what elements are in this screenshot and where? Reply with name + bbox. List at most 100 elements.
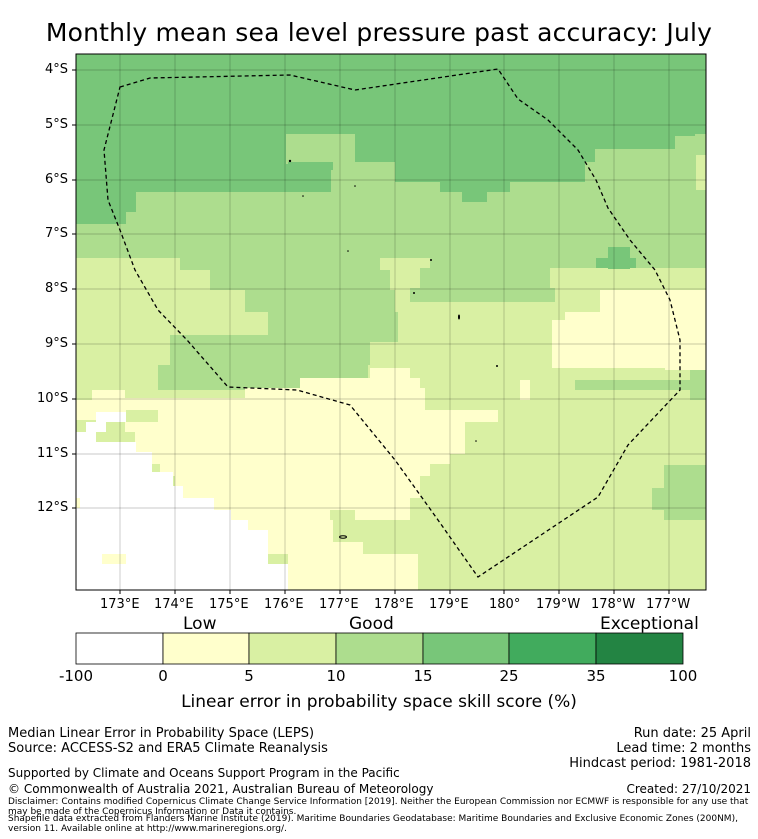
skill-cell bbox=[92, 390, 125, 400]
skill-cell bbox=[675, 124, 695, 136]
footer-disclaimer: Disclaimer: Contains modified Copernicus… bbox=[8, 797, 749, 817]
skill-cell bbox=[420, 268, 550, 288]
colorbar-box bbox=[162, 632, 250, 665]
colorbar-box bbox=[422, 632, 510, 665]
skill-cell bbox=[230, 510, 330, 520]
skill-map bbox=[72, 53, 707, 594]
skill-cell bbox=[695, 104, 706, 114]
skill-cell bbox=[170, 335, 370, 365]
colorbar-tick: -100 bbox=[58, 667, 94, 685]
skill-cell bbox=[248, 520, 333, 542]
skill-cell bbox=[158, 410, 498, 422]
skill-cell bbox=[370, 368, 410, 378]
skill-cell bbox=[245, 290, 395, 312]
skill-map-cells bbox=[76, 54, 706, 590]
skill-cell bbox=[76, 54, 706, 134]
skill-cell bbox=[440, 182, 510, 192]
skill-cell bbox=[652, 488, 672, 510]
lat-label: 10°S bbox=[37, 391, 69, 406]
colorbar-box bbox=[595, 632, 684, 665]
skill-cell bbox=[268, 542, 363, 554]
skill-cell bbox=[150, 454, 450, 464]
skill-cell bbox=[410, 288, 555, 302]
axis-ticks bbox=[72, 69, 670, 594]
skill-cell bbox=[76, 498, 214, 510]
colorbar-box bbox=[335, 632, 424, 665]
skill-cell bbox=[180, 258, 380, 270]
colorbar-box bbox=[508, 632, 597, 665]
skill-cell bbox=[520, 380, 530, 400]
skill-cell bbox=[102, 554, 126, 564]
colorbar-tick: 25 bbox=[499, 667, 519, 685]
colorbar-word-exceptional: Exceptional bbox=[600, 614, 699, 634]
skill-cell bbox=[76, 212, 126, 224]
skill-cell bbox=[86, 422, 106, 432]
skill-cell bbox=[76, 432, 96, 442]
map-frame bbox=[75, 53, 707, 591]
skill-cell bbox=[268, 576, 278, 590]
skill-cell bbox=[210, 498, 410, 510]
footer-method: Median Linear Error in Probability Space… bbox=[8, 726, 315, 741]
skill-cell bbox=[245, 388, 425, 398]
lat-label: 8°S bbox=[45, 281, 69, 296]
skill-cell bbox=[126, 554, 268, 564]
skill-cell bbox=[76, 542, 268, 554]
colorbar-tick: 0 bbox=[158, 667, 168, 685]
skill-cell bbox=[76, 498, 80, 508]
lon-label: 174°E bbox=[154, 597, 194, 612]
colorbar-word-good: Good bbox=[349, 614, 394, 634]
skill-cell bbox=[430, 258, 560, 268]
skill-cell bbox=[96, 412, 126, 422]
lat-label: 4°S bbox=[45, 62, 69, 77]
skill-cell bbox=[76, 192, 136, 212]
footer-created: Created: 27/10/2021 bbox=[626, 782, 751, 796]
footer-hindcast: Hindcast period: 1981-2018 bbox=[569, 756, 751, 771]
skill-cell bbox=[76, 486, 183, 498]
colorbar-box bbox=[75, 632, 164, 665]
lon-label: 177°W bbox=[646, 597, 691, 612]
colorbar-tick: 100 bbox=[668, 667, 698, 685]
skill-cell bbox=[608, 247, 630, 269]
colorbar bbox=[75, 632, 684, 665]
skill-cell bbox=[355, 510, 410, 520]
skill-cell bbox=[76, 452, 152, 472]
lat-label: 11°S bbox=[37, 446, 69, 461]
colorbar-label: Linear error in probability space skill … bbox=[181, 692, 577, 712]
skill-cell bbox=[595, 134, 675, 149]
lon-label: 178°W bbox=[591, 597, 636, 612]
skill-cell bbox=[76, 520, 248, 530]
skill-cell bbox=[76, 510, 231, 520]
skill-cell bbox=[268, 564, 288, 576]
footer-supported: Supported by Climate and Oceans Support … bbox=[8, 766, 400, 780]
footer-source: Source: ACCESS-S2 and ERA5 Climate Reana… bbox=[8, 741, 328, 756]
lon-label: 179°E bbox=[429, 597, 469, 612]
lon-label: 179°W bbox=[536, 597, 581, 612]
skill-cell bbox=[160, 464, 430, 476]
lat-label: 6°S bbox=[45, 172, 69, 187]
skill-cell bbox=[395, 162, 585, 182]
chart-title: Monthly mean sea level pressure past acc… bbox=[45, 18, 713, 47]
skill-cell bbox=[288, 554, 418, 590]
skill-cell bbox=[355, 134, 595, 162]
skill-cell bbox=[76, 530, 268, 542]
skill-cell bbox=[575, 380, 706, 390]
skill-cell bbox=[125, 398, 425, 410]
lon-label: 177°E bbox=[319, 597, 359, 612]
skill-cell bbox=[135, 432, 465, 454]
skill-cell bbox=[125, 422, 465, 432]
colorbar-tick: 35 bbox=[586, 667, 606, 685]
colorbar-word-low: Low bbox=[183, 614, 217, 634]
lon-label: 178°E bbox=[374, 597, 414, 612]
skill-cell bbox=[665, 290, 706, 370]
colorbar-tick: 15 bbox=[413, 667, 433, 685]
skill-cell bbox=[76, 190, 706, 258]
colorbar-box bbox=[248, 632, 337, 665]
skill-cell bbox=[288, 162, 333, 170]
footer-lead-time: Lead time: 2 months bbox=[616, 741, 751, 756]
skill-cell bbox=[76, 564, 288, 590]
colorbar-tick: 10 bbox=[326, 667, 346, 685]
colorbar-boxes bbox=[75, 632, 684, 665]
skill-cell bbox=[690, 370, 706, 400]
lat-label: 5°S bbox=[45, 117, 69, 132]
lon-label: 175°E bbox=[209, 597, 249, 612]
